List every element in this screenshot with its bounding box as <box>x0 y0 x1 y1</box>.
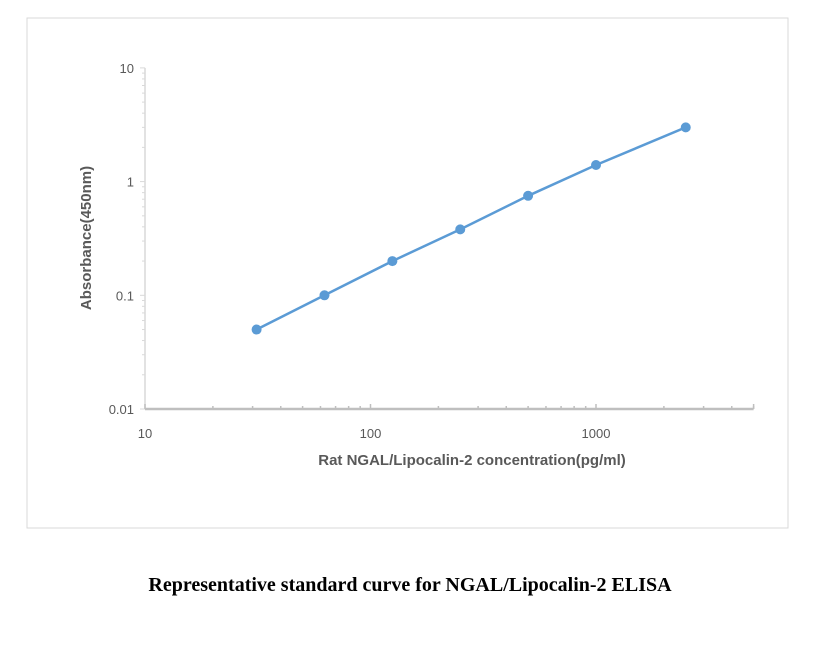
chart: 0.01 0.1 1 10 10 100 1000 Rat NGAL/Lipocalin-2… <box>26 17 789 529</box>
y-tick-label: 0.1 <box>116 288 134 303</box>
x-tick-label: 100 <box>360 426 382 441</box>
y-tick-label: 0.01 <box>109 402 134 417</box>
chart-frame <box>26 17 789 529</box>
data-point <box>387 256 398 267</box>
y-axis-title: Absorbance(450nm) <box>78 166 95 310</box>
data-point <box>680 122 691 133</box>
x-tick-label: 10 <box>138 426 152 441</box>
data-point <box>523 190 534 201</box>
y-tick-label: 10 <box>120 61 134 76</box>
x-axis-title: Rat NGAL/Lipocalin-2 concentration(pg/ml… <box>318 452 626 469</box>
data-point <box>319 290 330 301</box>
y-tick-label: 1 <box>127 175 134 190</box>
x-tick-label: 1000 <box>582 426 611 441</box>
data-point <box>455 224 466 235</box>
figure-caption: Representative standard curve for NGAL/L… <box>148 574 672 596</box>
data-point <box>251 324 262 335</box>
data-point <box>591 159 601 170</box>
